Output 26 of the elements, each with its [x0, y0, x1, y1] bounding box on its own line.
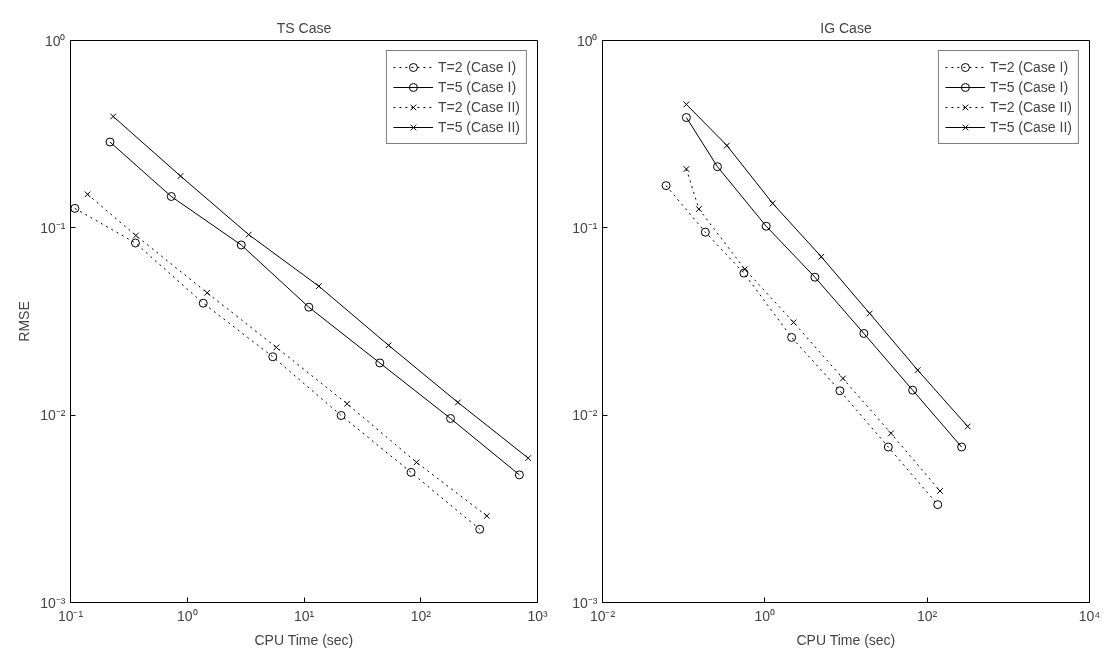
x-tick-label: 10² [410, 607, 432, 624]
y-tick-label: 10⁻¹ [40, 219, 66, 236]
x-tick-label: 10³ [527, 607, 548, 624]
legend-label: T=2 (Case I) [437, 59, 517, 75]
chart-title: IG Case [820, 19, 872, 36]
x-axis-title: CPU Time (sec) [796, 631, 896, 648]
y-tick-label: 10⁻² [40, 407, 66, 424]
chart-title: TS Case [276, 19, 332, 36]
y-tick-label: 10⁻² [572, 407, 598, 424]
x-tick-label: 10⁰ [754, 607, 776, 624]
legend-label: T=5 (Case II) [989, 119, 1072, 135]
x-axis-title: CPU Time (sec) [254, 631, 354, 648]
legend-label: T=5 (Case II) [437, 119, 520, 135]
y-tick-label: 10⁻¹ [572, 219, 598, 236]
legend-label: T=5 (Case I) [437, 79, 517, 95]
y-tick-label: 10⁰ [576, 32, 598, 49]
legend-label: T=2 (Case II) [989, 99, 1072, 115]
x-tick-label: 10⁰ [176, 607, 198, 624]
x-tick-label: 10¹ [293, 607, 315, 624]
legend-label: T=2 (Case II) [437, 99, 520, 115]
y-axis-title: RMSE [16, 301, 33, 342]
legend-label: T=5 (Case I) [989, 79, 1069, 95]
y-tick-label: 10⁰ [44, 32, 66, 49]
x-tick-label: 10² [917, 607, 938, 624]
legend-label: T=2 (Case I) [989, 59, 1069, 75]
x-tick-label: 10⁴ [1078, 607, 1101, 624]
